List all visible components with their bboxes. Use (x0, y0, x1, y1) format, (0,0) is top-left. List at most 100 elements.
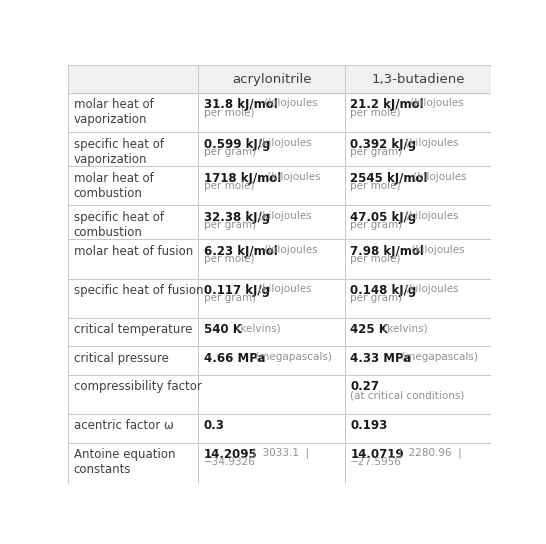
Text: (kilojoules: (kilojoules (402, 138, 458, 147)
Text: 425 K: 425 K (351, 323, 388, 336)
Bar (198, 318, 345, 347)
Text: 1718 kJ/mol: 1718 kJ/mol (204, 171, 281, 184)
Bar (345, 93, 491, 132)
Text: compressibility factor: compressibility factor (74, 380, 201, 393)
Text: (at critical conditions): (at critical conditions) (351, 390, 465, 400)
Bar (345, 279, 491, 318)
Text: (kilojoules: (kilojoules (411, 171, 467, 182)
Text: 14.0719: 14.0719 (351, 448, 404, 461)
Bar (198, 443, 345, 484)
Text: 2545 kJ/mol: 2545 kJ/mol (351, 171, 428, 184)
Text: 7.98 kJ/mol: 7.98 kJ/mol (351, 245, 424, 258)
Text: (kilojoules: (kilojoules (408, 245, 464, 255)
Text: 540 K: 540 K (204, 323, 242, 336)
Text: per mole): per mole) (204, 108, 254, 118)
Text: (kelvins): (kelvins) (379, 323, 428, 333)
Text: per gram): per gram) (351, 293, 402, 303)
Bar (68, 347, 198, 375)
Text: per gram): per gram) (204, 220, 256, 230)
Text: (kilojoules: (kilojoules (407, 98, 464, 108)
Bar (68, 279, 198, 318)
Bar (68, 166, 198, 206)
Bar (198, 414, 345, 443)
Bar (345, 375, 491, 414)
Text: per mole): per mole) (204, 254, 254, 264)
Text: critical pressure: critical pressure (74, 352, 169, 364)
Text: −34.9326: −34.9326 (204, 457, 256, 467)
Text: 31.8 kJ/mol: 31.8 kJ/mol (204, 98, 277, 112)
Text: 14.2095: 14.2095 (204, 448, 258, 461)
Bar (345, 414, 491, 443)
Text: (kilojoules: (kilojoules (402, 211, 458, 221)
Bar (68, 318, 198, 347)
Bar (68, 132, 198, 166)
Text: 4.66 MPa: 4.66 MPa (204, 352, 265, 364)
Text: (megapascals): (megapascals) (398, 352, 478, 362)
Bar (345, 65, 491, 93)
Text: (kilojoules: (kilojoules (264, 171, 321, 182)
Bar (198, 375, 345, 414)
Text: per gram): per gram) (351, 220, 402, 230)
Text: molar heat of
combustion: molar heat of combustion (74, 171, 153, 200)
Text: 0.193: 0.193 (351, 419, 388, 432)
Text: 4.33 MPa: 4.33 MPa (351, 352, 412, 364)
Text: 0.148 kJ/g: 0.148 kJ/g (351, 284, 417, 297)
Bar (68, 375, 198, 414)
Text: acentric factor ω: acentric factor ω (74, 419, 174, 432)
Bar (68, 93, 198, 132)
Text: 32.38 kJ/g: 32.38 kJ/g (204, 211, 270, 224)
Text: per gram): per gram) (351, 147, 402, 157)
Text: 0.392 kJ/g: 0.392 kJ/g (351, 138, 417, 151)
Bar (345, 443, 491, 484)
Text: (kilojoules: (kilojoules (255, 284, 312, 294)
Text: per gram): per gram) (204, 293, 256, 303)
Bar (198, 132, 345, 166)
Text: per mole): per mole) (204, 181, 254, 191)
Text: 0.3: 0.3 (204, 419, 225, 432)
Text: Antoine equation
constants: Antoine equation constants (74, 448, 175, 476)
Text: critical temperature: critical temperature (74, 323, 192, 336)
Text: per gram): per gram) (204, 147, 256, 157)
Bar (198, 166, 345, 206)
Bar (345, 347, 491, 375)
Text: |  3033.1  |: | 3033.1 | (246, 448, 308, 459)
Bar (198, 206, 345, 239)
Bar (345, 239, 491, 279)
Bar (198, 239, 345, 279)
Bar (198, 93, 345, 132)
Text: (kilojoules: (kilojoules (256, 138, 312, 147)
Text: |  2280.96  |: | 2280.96 | (392, 448, 462, 459)
Bar (345, 318, 491, 347)
Text: (kilojoules: (kilojoules (261, 98, 318, 108)
Text: (megapascals): (megapascals) (252, 352, 331, 362)
Bar (68, 414, 198, 443)
Bar (345, 206, 491, 239)
Text: (kilojoules: (kilojoules (261, 245, 318, 255)
Text: per mole): per mole) (351, 108, 401, 118)
Text: specific heat of
combustion: specific heat of combustion (74, 211, 164, 239)
Text: (kelvins): (kelvins) (233, 323, 281, 333)
Text: 47.05 kJ/g: 47.05 kJ/g (351, 211, 417, 224)
Bar (68, 65, 198, 93)
Bar (68, 206, 198, 239)
Text: acrylonitrile: acrylonitrile (232, 73, 311, 85)
Text: per mole): per mole) (351, 254, 401, 264)
Bar (68, 443, 198, 484)
Text: 0.599 kJ/g: 0.599 kJ/g (204, 138, 270, 151)
Text: −27.5956: −27.5956 (351, 457, 402, 467)
Text: molar heat of fusion: molar heat of fusion (74, 245, 193, 258)
Text: (kilojoules: (kilojoules (402, 284, 458, 294)
Bar (345, 132, 491, 166)
Bar (198, 279, 345, 318)
Text: specific heat of fusion: specific heat of fusion (74, 284, 203, 297)
Text: 0.117 kJ/g: 0.117 kJ/g (204, 284, 270, 297)
Text: per mole): per mole) (351, 181, 401, 191)
Text: 1,3-butadiene: 1,3-butadiene (371, 73, 465, 85)
Bar (198, 347, 345, 375)
Text: 6.23 kJ/mol: 6.23 kJ/mol (204, 245, 277, 258)
Text: 0.27: 0.27 (351, 380, 379, 393)
Text: 21.2 kJ/mol: 21.2 kJ/mol (351, 98, 424, 112)
Text: (kilojoules: (kilojoules (255, 211, 312, 221)
Text: molar heat of
vaporization: molar heat of vaporization (74, 98, 153, 126)
Bar (68, 239, 198, 279)
